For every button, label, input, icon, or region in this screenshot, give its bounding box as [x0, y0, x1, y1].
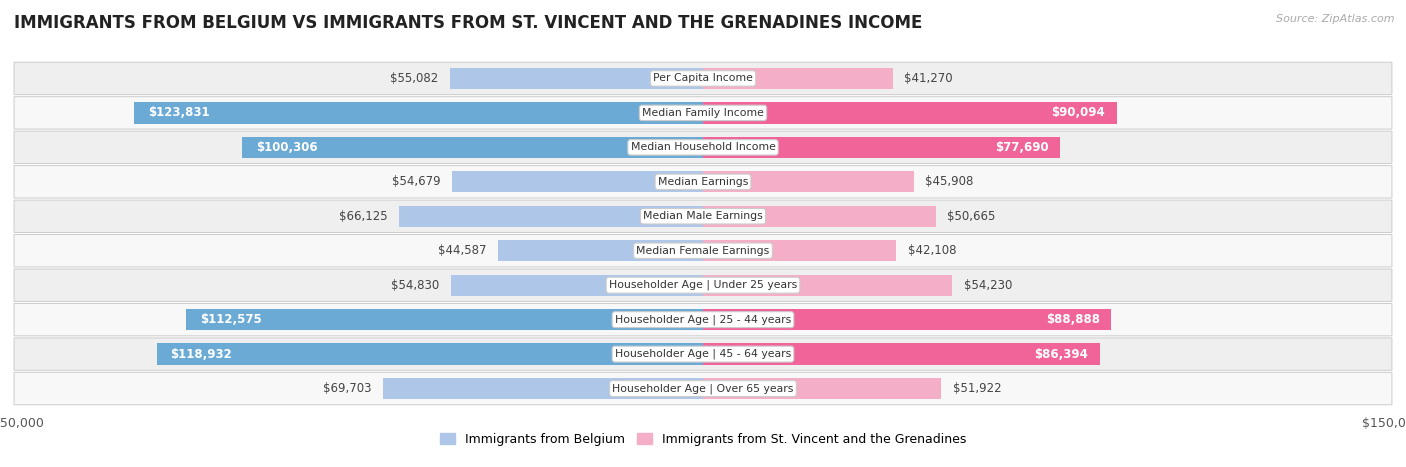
Text: $42,108: $42,108	[908, 244, 956, 257]
Text: $88,888: $88,888	[1046, 313, 1099, 326]
FancyBboxPatch shape	[14, 131, 1392, 163]
Bar	[156, 343, 703, 365]
FancyBboxPatch shape	[14, 269, 1392, 301]
Text: $51,922: $51,922	[953, 382, 1001, 395]
Bar	[703, 343, 1099, 365]
FancyBboxPatch shape	[14, 62, 1392, 95]
Text: $66,125: $66,125	[339, 210, 388, 223]
Text: $112,575: $112,575	[200, 313, 262, 326]
FancyBboxPatch shape	[14, 372, 1392, 405]
Bar	[399, 205, 703, 227]
Bar	[134, 102, 703, 124]
Text: $118,932: $118,932	[170, 347, 232, 361]
FancyBboxPatch shape	[14, 338, 1392, 370]
FancyBboxPatch shape	[14, 166, 1392, 198]
Text: $69,703: $69,703	[323, 382, 371, 395]
Bar	[451, 171, 703, 192]
Text: $77,690: $77,690	[994, 141, 1049, 154]
FancyBboxPatch shape	[14, 234, 1392, 267]
Text: IMMIGRANTS FROM BELGIUM VS IMMIGRANTS FROM ST. VINCENT AND THE GRENADINES INCOME: IMMIGRANTS FROM BELGIUM VS IMMIGRANTS FR…	[14, 14, 922, 32]
Text: $44,587: $44,587	[439, 244, 486, 257]
Text: Per Capita Income: Per Capita Income	[652, 73, 754, 84]
Bar	[703, 275, 952, 296]
Text: Median Female Earnings: Median Female Earnings	[637, 246, 769, 256]
Text: $55,082: $55,082	[391, 72, 439, 85]
Text: $54,830: $54,830	[391, 279, 440, 292]
Text: $54,230: $54,230	[963, 279, 1012, 292]
Text: Median Household Income: Median Household Income	[630, 142, 776, 152]
Bar	[703, 240, 897, 262]
Bar	[242, 137, 703, 158]
Bar	[703, 309, 1111, 330]
Bar	[703, 205, 936, 227]
Text: $45,908: $45,908	[925, 175, 974, 188]
Bar	[186, 309, 703, 330]
Legend: Immigrants from Belgium, Immigrants from St. Vincent and the Grenadines: Immigrants from Belgium, Immigrants from…	[434, 428, 972, 451]
Text: Householder Age | 25 - 44 years: Householder Age | 25 - 44 years	[614, 314, 792, 325]
Text: $50,665: $50,665	[948, 210, 995, 223]
Bar	[451, 275, 703, 296]
Text: $54,679: $54,679	[392, 175, 440, 188]
Bar	[450, 68, 703, 89]
Bar	[382, 378, 703, 399]
Bar	[703, 171, 914, 192]
Text: $100,306: $100,306	[256, 141, 318, 154]
Text: $123,831: $123,831	[148, 106, 209, 120]
Text: Householder Age | 45 - 64 years: Householder Age | 45 - 64 years	[614, 349, 792, 359]
Text: $41,270: $41,270	[904, 72, 953, 85]
Bar	[703, 102, 1116, 124]
Text: Source: ZipAtlas.com: Source: ZipAtlas.com	[1277, 14, 1395, 24]
Text: Householder Age | Over 65 years: Householder Age | Over 65 years	[612, 383, 794, 394]
Bar	[498, 240, 703, 262]
Text: Median Male Earnings: Median Male Earnings	[643, 211, 763, 221]
Text: $90,094: $90,094	[1052, 106, 1105, 120]
Bar	[703, 68, 893, 89]
FancyBboxPatch shape	[14, 97, 1392, 129]
Text: Householder Age | Under 25 years: Householder Age | Under 25 years	[609, 280, 797, 290]
FancyBboxPatch shape	[14, 200, 1392, 233]
Bar	[703, 137, 1060, 158]
Text: Median Family Income: Median Family Income	[643, 108, 763, 118]
FancyBboxPatch shape	[14, 304, 1392, 336]
Text: Median Earnings: Median Earnings	[658, 177, 748, 187]
Bar	[703, 378, 942, 399]
Text: $86,394: $86,394	[1035, 347, 1088, 361]
